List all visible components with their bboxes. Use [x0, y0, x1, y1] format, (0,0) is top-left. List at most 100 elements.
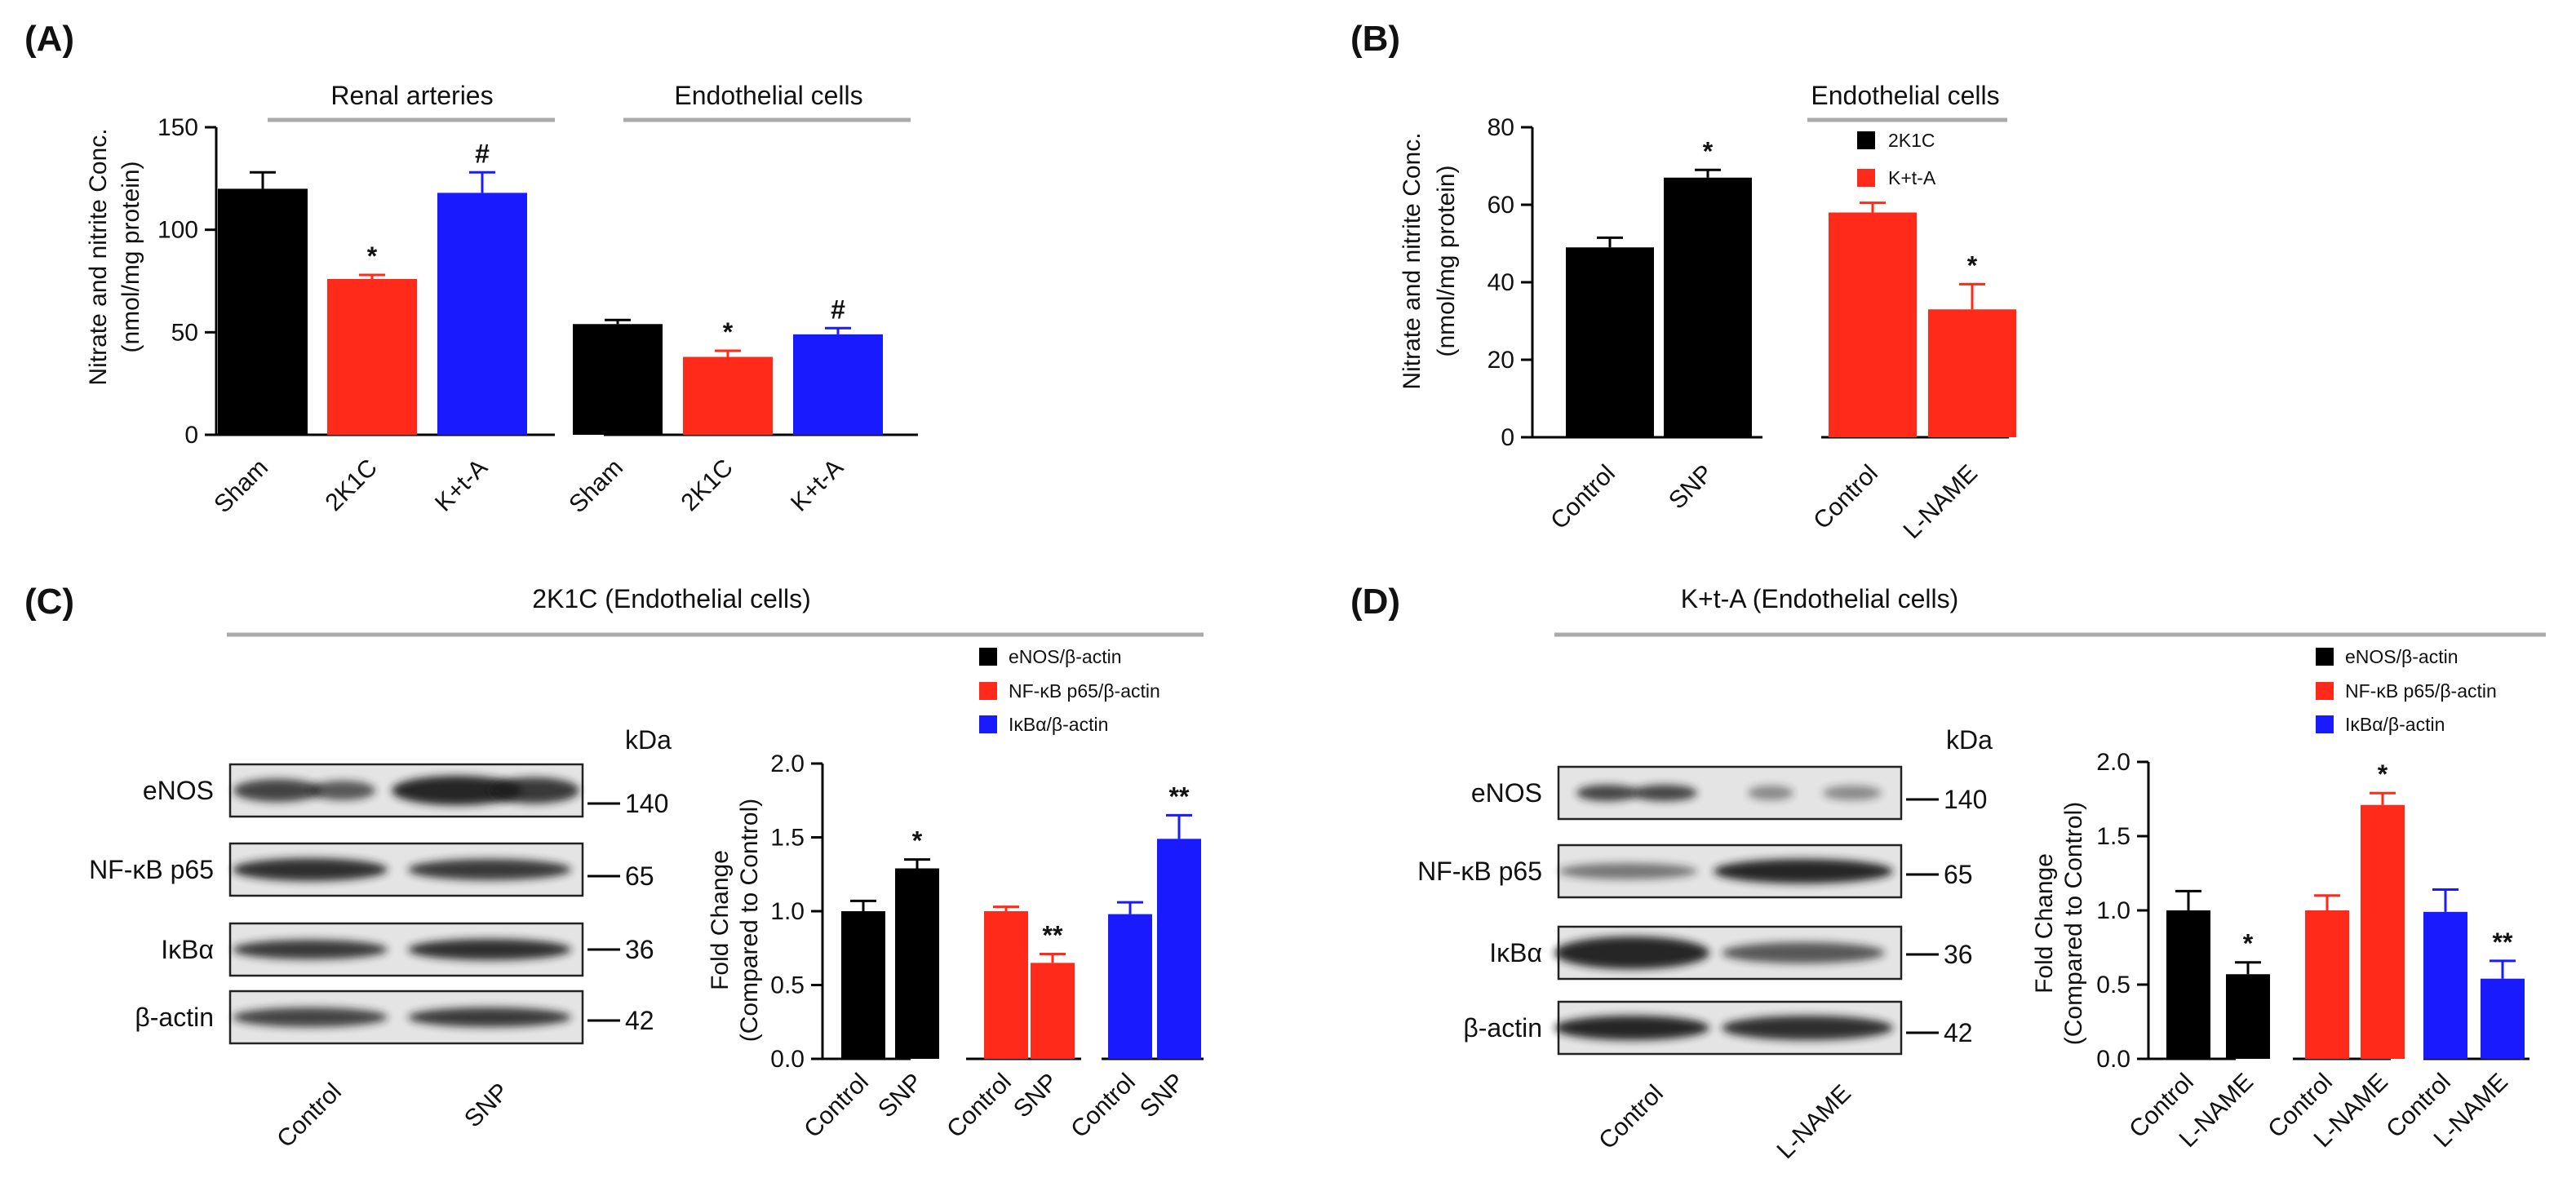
bar-d-4-l-name — [2361, 805, 2405, 1059]
blot-lane-label-c-control: Control — [272, 1078, 347, 1153]
y-axis-label-c-line1: Fold Change — [707, 850, 734, 990]
y-tick-label-b-20: 20 — [1488, 347, 1514, 374]
panel-b: Endothelial cells Nitrate and nitrite Co… — [1399, 81, 2016, 544]
y-tick-label-a-150: 150 — [157, 114, 198, 141]
significance-a-6-k-t-a: # — [831, 294, 845, 324]
legend-swatch-nfkb-d — [2316, 682, 2334, 700]
bar-b-2-snp — [1664, 178, 1752, 437]
y-tick-label-b-80: 80 — [1488, 114, 1514, 141]
blot-protein-label-c-i-b: IκBα — [161, 935, 214, 964]
significance-c-4-snp: ** — [1043, 920, 1063, 950]
bar-d-1-control — [2166, 910, 2210, 1059]
panel-label-a: (A) — [24, 19, 74, 59]
legend-label-nfkb-d: NF-κB p65/β-actin — [2345, 680, 2497, 702]
legend-c: eNOS/β-actin NF-κB p65/β-actin IκBα/β-ac… — [979, 646, 1160, 735]
legend-swatch-kta — [1857, 169, 1875, 187]
y-axis-label-c-line2: (Compared to Control) — [736, 799, 763, 1042]
blot-band-d-nf-b-p65-1 — [1558, 863, 1697, 879]
blot-band-c-actin-1 — [233, 1007, 388, 1027]
blot-lane-label-c-snp: SNP — [459, 1078, 514, 1133]
y-tick-label-a-100: 100 — [157, 217, 198, 244]
y-tick-label-c-0-0: 0.0 — [770, 1046, 805, 1073]
y-tick-label-b-0: 0 — [1501, 424, 1514, 451]
blot-band-c-enos-2 — [310, 781, 375, 800]
blot-protein-label-c-enos: eNOS — [143, 776, 214, 805]
kda-header-c: kDa — [625, 725, 672, 755]
category-label-b-3-control: Control — [1808, 460, 1883, 535]
kda-value-c-nf-b-p65: 65 — [625, 861, 654, 891]
legend-label-enos-d: eNOS/β-actin — [2345, 646, 2459, 667]
kda-value-c-enos: 140 — [625, 789, 668, 818]
significance-a-2-2k1c: * — [367, 241, 378, 271]
kda-value-d-enos: 140 — [1944, 785, 1987, 814]
y-axis-label-b-line1: Nitrate and nitrite Conc. — [1399, 132, 1425, 389]
category-label-a-3-k-t-a: K+t-A — [430, 454, 493, 517]
panel-d-title: K+t-A (Endothelial cells) — [1681, 584, 1959, 613]
legend-swatch-ikba-c — [979, 715, 997, 733]
category-label-c-1-control: Control — [799, 1069, 874, 1144]
panel-c-title: 2K1C (Endothelial cells) — [532, 584, 811, 613]
bar-d-5-control — [2423, 912, 2467, 1059]
category-label-c-6-snp: SNP — [1135, 1069, 1190, 1123]
blot-lane-label-d-control: Control — [1594, 1080, 1669, 1155]
category-label-a-2-2k1c: 2K1C — [321, 454, 383, 516]
y-tick-label-d-2-0: 2.0 — [2096, 749, 2130, 776]
blot-band-c-i-b-2 — [408, 939, 571, 960]
legend-label-kta: K+t-A — [1888, 167, 1936, 188]
bar-a-1-sham — [218, 188, 308, 435]
bar-c-3-control — [984, 911, 1028, 1059]
blot-band-c-enos-4 — [490, 777, 579, 804]
bar-a-6-k-t-a — [793, 334, 883, 435]
bar-c-6-snp — [1157, 839, 1201, 1059]
y-tick-label-d-1-0: 1.0 — [2096, 897, 2130, 924]
kda-value-c-i-b: 36 — [625, 935, 654, 964]
y-tick-label-d-0-5: 0.5 — [2096, 972, 2130, 998]
category-label-b-2-snp: SNP — [1664, 460, 1718, 515]
panel-label-d: (D) — [1350, 582, 1400, 622]
y-tick-label-c-2-0: 2.0 — [770, 750, 805, 777]
significance-b-2-snp: * — [1703, 136, 1714, 166]
blot-band-d-enos-3 — [1748, 786, 1793, 800]
y-tick-label-d-1-5: 1.5 — [2096, 823, 2130, 850]
bar-a-5-2k1c — [683, 356, 773, 435]
category-label-c-4-snp: SNP — [1009, 1069, 1063, 1123]
bar-d-6-l-name — [2481, 979, 2525, 1059]
y-axis-label-a-line2: (nmol/mg protein) — [117, 161, 144, 352]
category-label-c-5-control: Control — [1066, 1069, 1141, 1144]
blot-band-d-enos-4 — [1823, 786, 1882, 800]
blot-band-d-enos-1 — [1576, 785, 1638, 801]
legend-swatch-nfkb-c — [979, 682, 997, 700]
kda-header-d: kDa — [1946, 725, 1993, 755]
significance-a-3-k-t-a: # — [475, 139, 490, 168]
category-label-c-2-snp: SNP — [873, 1069, 928, 1123]
panel-label-b: (B) — [1350, 19, 1400, 59]
y-tick-label-d-0-0: 0.0 — [2096, 1046, 2130, 1073]
legend-swatch-ikba-d — [2316, 715, 2334, 733]
blot-band-d-i-b-1 — [1554, 936, 1709, 969]
legend-swatch-enos-c — [979, 648, 997, 666]
blot-band-d-actin-1 — [1554, 1016, 1709, 1040]
bar-b-1-control — [1566, 247, 1654, 437]
category-label-a-4-sham: Sham — [564, 454, 628, 519]
y-axis-label-a-line1: Nitrate and nitrite Conc. — [85, 128, 112, 385]
bar-c-2-snp — [895, 869, 939, 1059]
y-tick-label-b-60: 60 — [1488, 192, 1514, 219]
legend-d: eNOS/β-actin NF-κB p65/β-actin IκBα/β-ac… — [2316, 646, 2497, 735]
y-axis-label-d-line2: (Compared to Control) — [2060, 802, 2087, 1045]
y-tick-label-c-1-0: 1.0 — [770, 898, 805, 925]
significance-b-4-l-name: * — [1967, 250, 1978, 280]
blot-band-c-enos-1 — [233, 779, 321, 802]
bar-c-4-snp — [1031, 963, 1075, 1059]
legend-label-2k1c: 2K1C — [1888, 130, 1935, 151]
blot-band-d-enos-2 — [1632, 785, 1697, 801]
bar-b-3-control — [1829, 213, 1917, 438]
y-tick-label-c-0-5: 0.5 — [770, 972, 805, 999]
legend-label-nfkb-c: NF-κB p65/β-actin — [1009, 680, 1160, 702]
blot-protein-label-d-i-b: IκBα — [1489, 938, 1542, 967]
category-label-a-6-k-t-a: K+t-A — [786, 454, 849, 517]
panel-a: Renal arteries Endothelial cells Nitrate… — [85, 81, 918, 518]
y-tick-label-a-0: 0 — [184, 422, 198, 449]
bar-c-1-control — [841, 911, 885, 1059]
group-label-endothelial-cells-b: Endothelial cells — [1811, 81, 1999, 110]
bar-a-4-sham — [573, 324, 663, 435]
